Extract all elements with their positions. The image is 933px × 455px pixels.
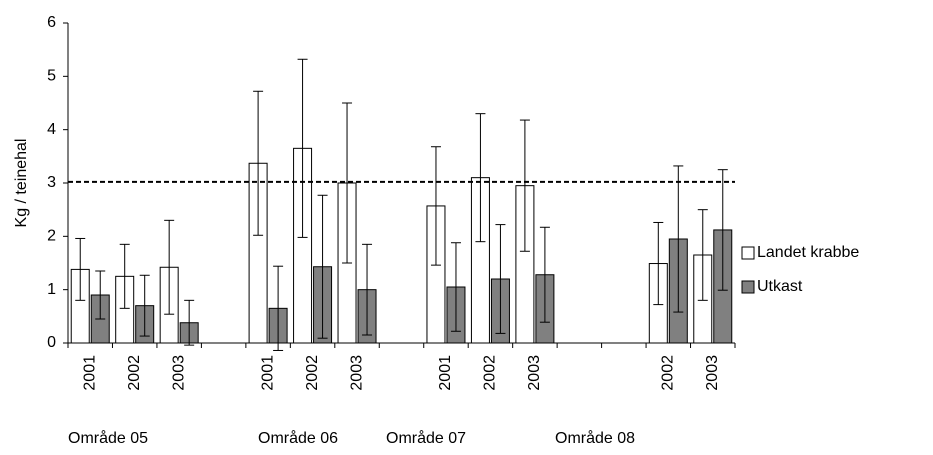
error-bar [317,194,328,339]
error-bar [697,209,708,301]
error-bar [273,265,284,351]
y-tick-label: 5 [47,68,56,85]
group-label: Område 06 [258,429,338,447]
error-bar [342,102,353,264]
legend-label: Landet krabbe [757,244,859,261]
group-label: Område 08 [555,429,635,447]
error-bar [717,169,728,291]
x-tick-label: 2002 [126,355,143,391]
x-tick-label: 2002 [660,355,677,391]
error-bar [95,270,106,320]
error-bar [475,113,486,243]
x-tick-label: 2002 [304,355,321,391]
error-bar [539,226,550,323]
y-tick-label: 1 [47,281,56,298]
error-bar [519,119,530,252]
y-axis-label: Kg / teinehal [13,139,30,228]
legend-label: Utkast [757,278,803,295]
y-tick-label: 2 [47,228,56,245]
y-tick-label: 3 [47,174,56,191]
group-label: Område 07 [386,429,466,447]
error-bar [253,90,264,236]
error-bar [139,274,150,337]
y-tick-label: 4 [47,121,56,138]
error-bar [75,237,86,301]
group-label: Område 05 [68,429,148,447]
x-tick-label: 2003 [348,355,365,391]
y-tick-label: 6 [47,14,56,31]
x-tick-label: 2003 [170,355,187,391]
legend-swatch [741,246,755,260]
x-tick-label: 2002 [482,355,499,391]
error-bar [430,146,441,266]
error-bar [184,299,195,346]
error-bar [297,58,308,238]
error-bar [495,224,506,334]
error-bar [673,165,684,313]
legend-swatch [741,280,755,294]
y-tick-label: 0 [47,334,56,351]
x-tick-label: 2003 [526,355,543,391]
error-bar [119,243,130,309]
x-tick-label: 2001 [259,355,276,391]
x-tick-label: 2001 [437,355,454,391]
error-bar [362,243,373,336]
error-bar [653,221,664,306]
error-bar [164,219,175,315]
error-bar [450,242,461,332]
x-tick-label: 2003 [704,355,721,391]
x-tick-label: 2001 [81,355,98,391]
